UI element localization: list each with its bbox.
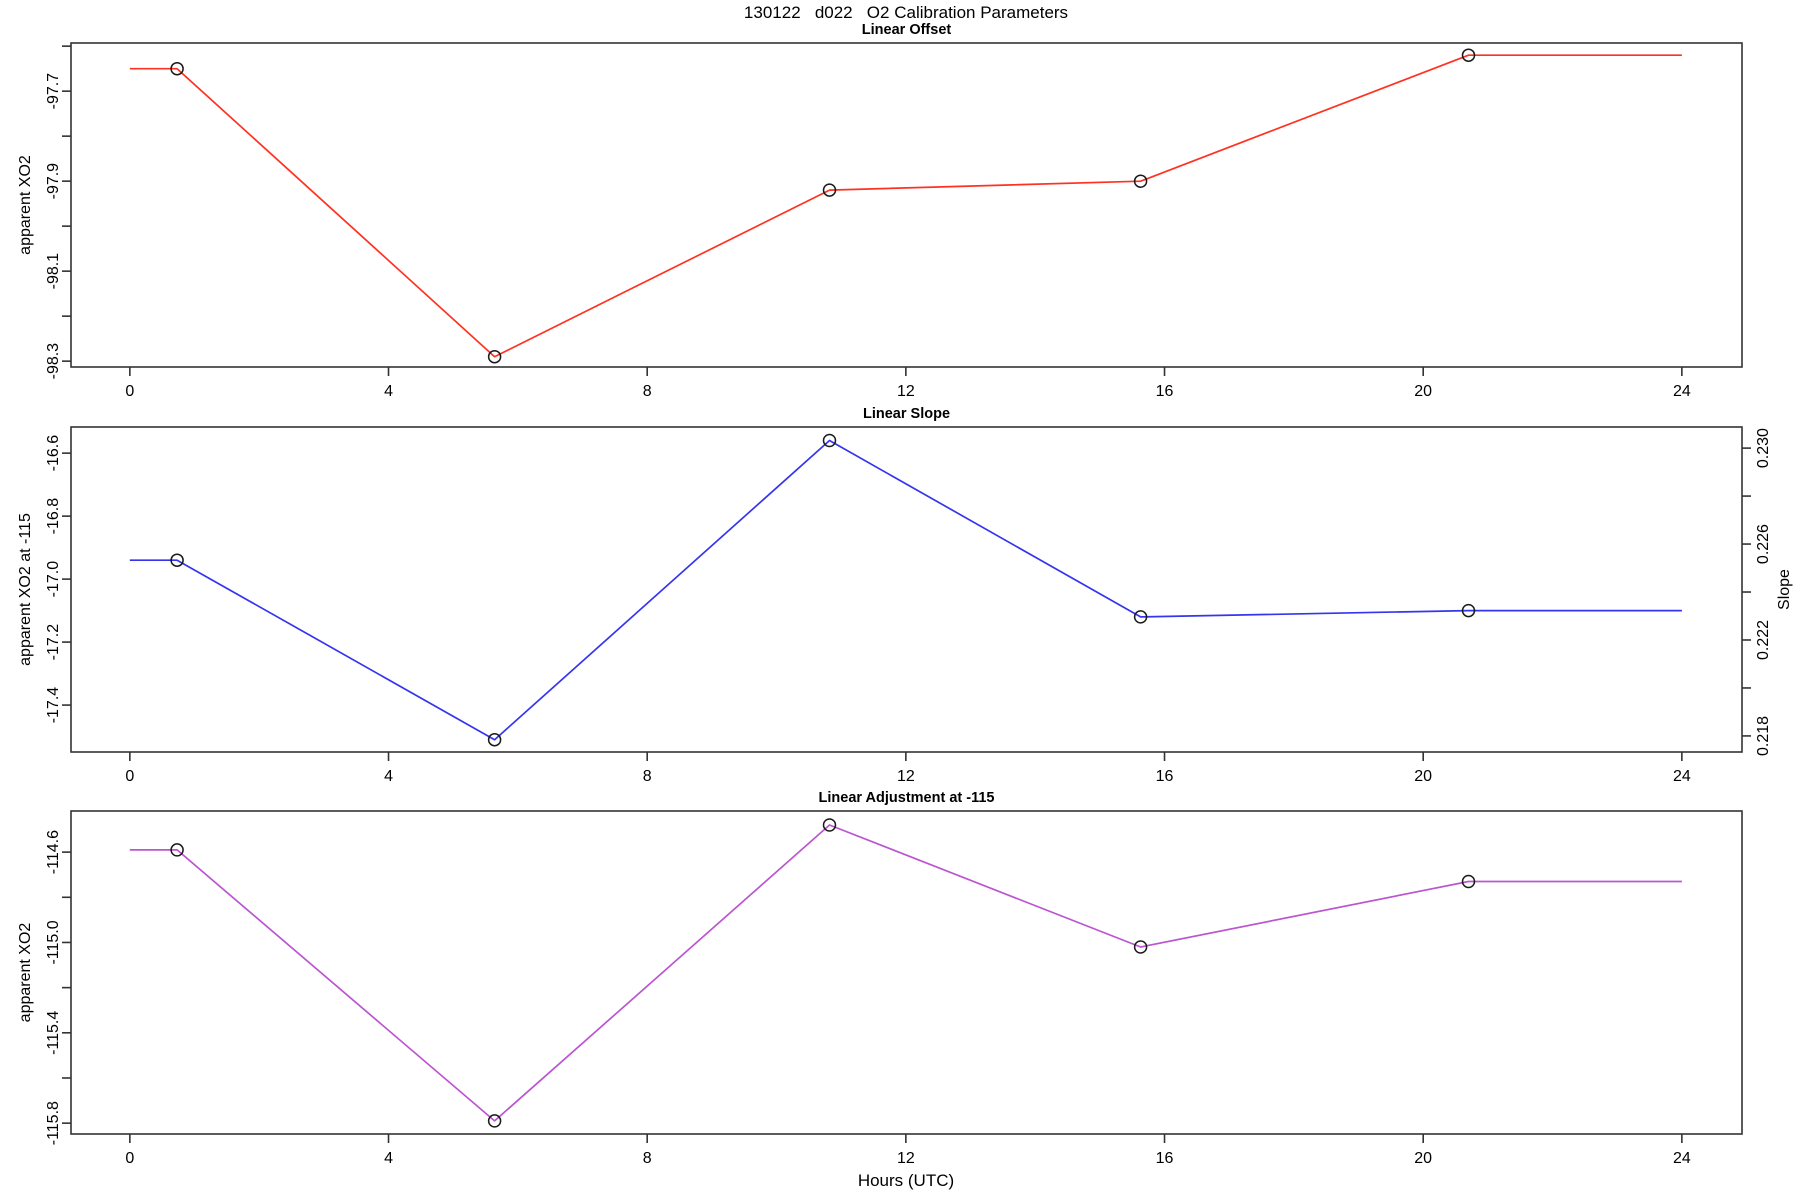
y-tick-label: -17.2: [45, 624, 62, 661]
y-tick-label: -114.6: [45, 830, 62, 874]
y-tick-label: -17.0: [45, 561, 62, 598]
data-point-marker: [1461, 874, 1476, 889]
x-tick-label: 8: [643, 768, 652, 785]
y-tick-label: -115.0: [45, 920, 62, 964]
data-point-marker: [822, 433, 837, 448]
x-tick-label: 12: [897, 383, 915, 400]
data-point-marker: [170, 553, 184, 567]
data-point-marker: [487, 349, 502, 364]
y-tick-label: -98.3: [45, 343, 62, 380]
x-tick-label: 0: [125, 1150, 134, 1167]
x-tick-label: 24: [1673, 383, 1691, 400]
panel-1-title: Linear Offset: [862, 22, 952, 38]
x-tick-label: 0: [125, 383, 134, 400]
x-tick-label: 24: [1673, 1150, 1691, 1167]
x-tick-label: 16: [1156, 768, 1174, 785]
x-tick-label: 12: [897, 768, 915, 785]
x-tick-label: 8: [643, 383, 652, 400]
x-tick-label: 12: [897, 1150, 915, 1167]
data-point-marker: [822, 818, 837, 832]
data-point-marker: [1133, 940, 1148, 954]
panel-2-title: Linear Slope: [863, 406, 950, 422]
y-axis-title: apparent XO2 at -115: [17, 513, 34, 666]
panel-3-title: Linear Adjustment at -115: [819, 790, 995, 806]
x-tick-label: 20: [1414, 383, 1432, 400]
x-tick-label: 4: [384, 768, 393, 785]
data-point-marker: [170, 61, 184, 76]
x-tick-label: 20: [1414, 768, 1432, 785]
data-point-marker: [487, 732, 502, 747]
data-point-marker: [170, 843, 184, 857]
x-tick-label: 0: [125, 768, 134, 785]
data-point-marker: [487, 1114, 502, 1128]
y-tick-label: -115.8: [45, 1101, 62, 1145]
series-line: [129, 439, 1682, 741]
y-tick-label: -16.8: [45, 498, 62, 535]
data-point-marker: [1461, 603, 1476, 618]
series-line: [129, 54, 1682, 358]
right-y-tick-label: 0.222: [1755, 620, 1772, 660]
right-y-tick-label: 0.230: [1755, 428, 1772, 468]
y-tick-label: -115.4: [45, 1011, 62, 1055]
y-tick-label: -17.4: [45, 687, 62, 724]
right-axis-title: Slope: [1776, 569, 1793, 610]
page-title: 130122 d022 O2 Calibration Parameters: [743, 3, 1069, 22]
y-tick-label: -98.1: [45, 253, 62, 290]
panel-1-frame: [70, 42, 1743, 368]
series-line: [129, 824, 1682, 1122]
data-point-marker: [1461, 48, 1476, 62]
panel-2-frame: [70, 426, 1743, 753]
y-tick-label: -97.7: [45, 73, 62, 110]
x-tick-label: 4: [384, 1150, 393, 1167]
data-point-marker: [822, 183, 837, 197]
x-tick-label: 8: [643, 1150, 652, 1167]
x-tick-label: 4: [384, 383, 393, 400]
right-y-tick-label: 0.226: [1755, 524, 1772, 564]
x-axis-label: Hours (UTC): [857, 1171, 955, 1190]
data-point-marker: [1133, 174, 1148, 188]
right-y-tick-label: 0.218: [1755, 716, 1772, 756]
x-tick-label: 20: [1414, 1150, 1432, 1167]
data-point-marker: [1133, 610, 1148, 624]
y-axis-title: apparent XO2: [17, 155, 34, 255]
y-axis-title: apparent XO2: [17, 923, 34, 1023]
x-tick-label: 16: [1156, 383, 1174, 400]
x-tick-label: 24: [1673, 768, 1691, 785]
y-tick-label: -16.6: [45, 435, 62, 472]
x-tick-label: 16: [1156, 1150, 1174, 1167]
y-tick-label: -97.9: [45, 163, 62, 200]
